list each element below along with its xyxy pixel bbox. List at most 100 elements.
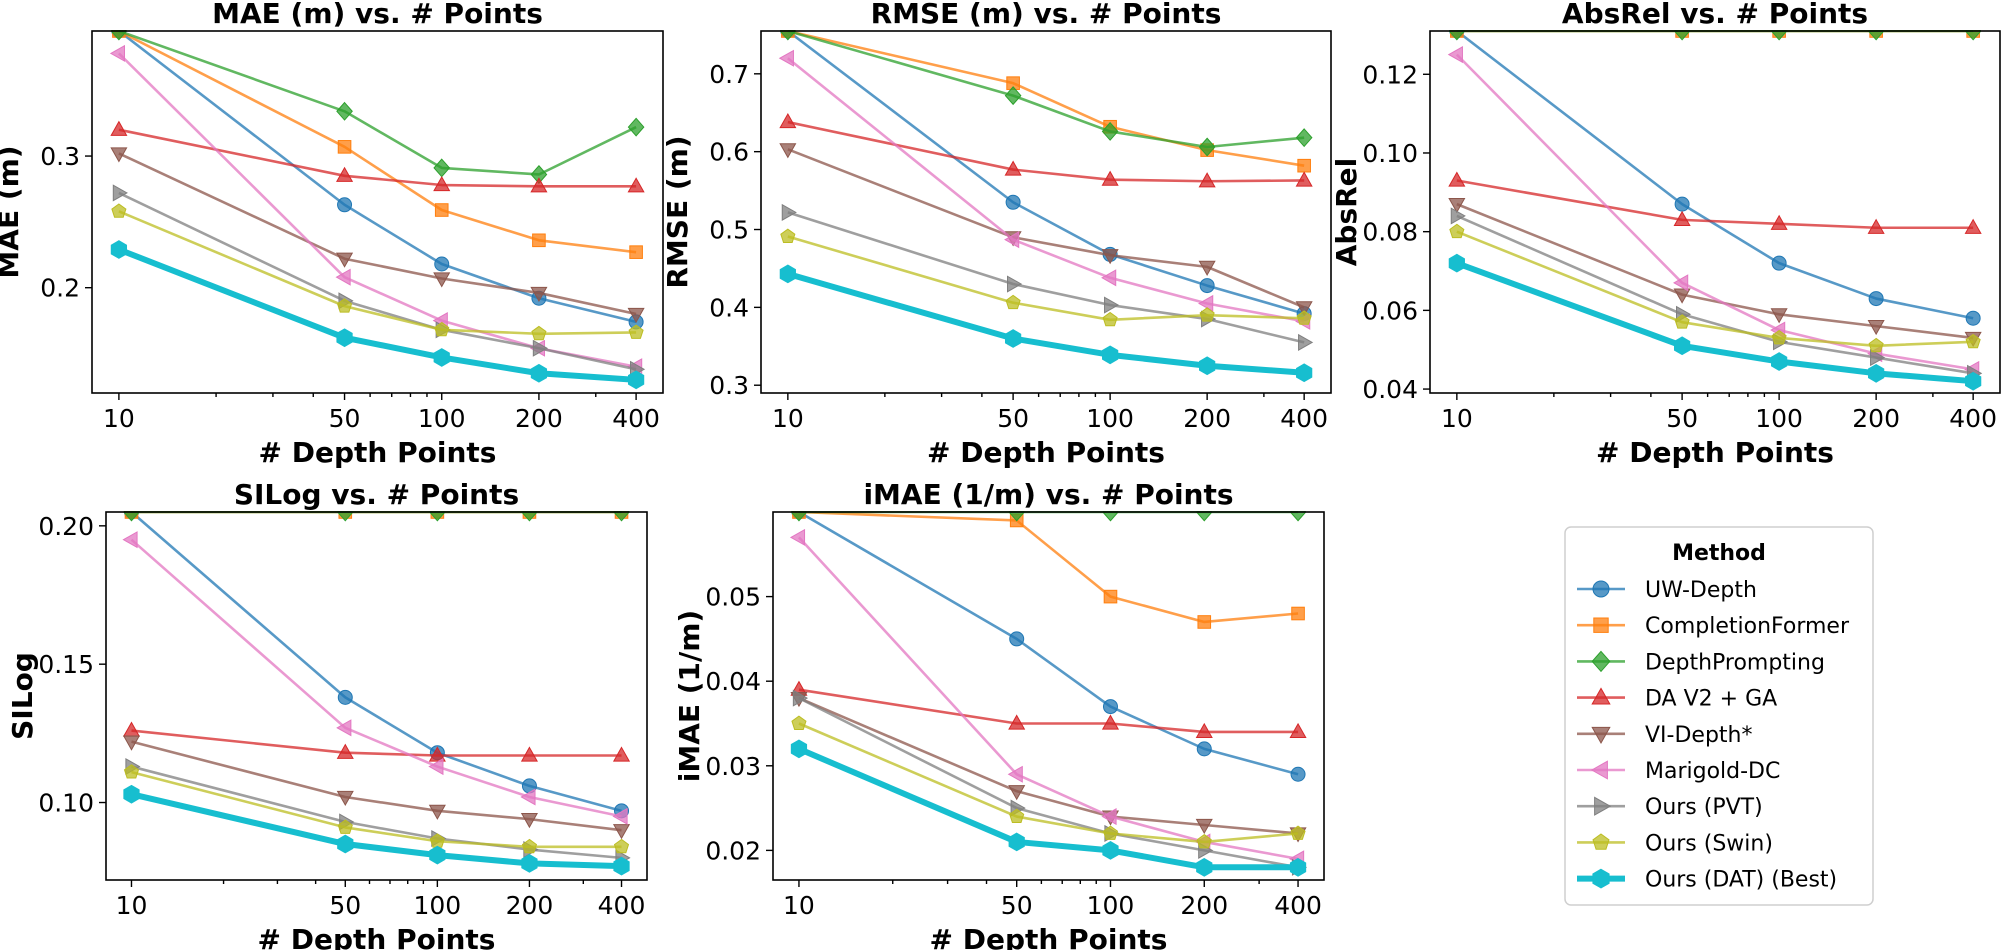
- legend-label: Marigold-DC: [1645, 759, 1780, 784]
- data-point: [520, 813, 538, 829]
- data-point: [612, 746, 631, 762]
- data-point: [1199, 307, 1215, 322]
- data-point: [110, 147, 128, 163]
- data-point: [434, 321, 450, 337]
- y-tick-label: 0.15: [38, 650, 94, 679]
- data-point: [1195, 818, 1213, 835]
- x-tick-label: 50: [329, 891, 361, 920]
- series-ours-dat-best: [779, 264, 1313, 383]
- data-point: [1101, 269, 1117, 287]
- data-point: [1448, 30, 1466, 41]
- data-point: [1674, 314, 1690, 329]
- data-point: [433, 175, 451, 192]
- series-line: [1455, 260, 1974, 385]
- y-tick-label: 0.10: [1362, 139, 1418, 168]
- y-axis-label: AbsRel: [1330, 158, 1363, 267]
- x-tick-label: 10: [772, 404, 804, 433]
- data-point: [1965, 310, 1981, 326]
- series-vi-depth: [122, 735, 631, 840]
- data-point: [613, 511, 630, 522]
- y-tick-label: 0.10: [38, 789, 94, 818]
- plot-area: [789, 511, 1308, 877]
- series-ours-swin: [111, 203, 644, 341]
- data-point: [1007, 765, 1023, 783]
- series-depthprompting: [779, 30, 1313, 157]
- data-point: [1770, 30, 1788, 41]
- x-tick-label: 400: [598, 891, 646, 920]
- data-point: [337, 819, 353, 834]
- legend: Method UW-Depth CompletionFormer DepthPromp…: [1564, 526, 1874, 906]
- data-point: [1771, 352, 1788, 371]
- legend-marker: [1594, 796, 1612, 816]
- data-point: [779, 143, 797, 159]
- series-ours-dat-best: [123, 784, 630, 876]
- data-point: [792, 689, 809, 707]
- data-point: [1674, 196, 1690, 212]
- y-axis-label: iMAE (1/m): [673, 610, 706, 782]
- data-point: [1101, 807, 1117, 826]
- data-point: [1196, 741, 1212, 757]
- data-point: [791, 715, 807, 730]
- data-point: [613, 838, 630, 854]
- data-point: [1199, 356, 1216, 376]
- x-tick-label: 200: [1180, 891, 1228, 920]
- data-point: [1296, 310, 1312, 325]
- series-line: [798, 696, 1299, 835]
- legend-marker: [1591, 650, 1611, 673]
- series-line: [118, 128, 637, 188]
- data-point: [1964, 30, 1982, 41]
- data-point: [530, 363, 548, 383]
- data-point: [1290, 825, 1306, 840]
- chart-title: RMSE (m) vs. # Points: [871, 0, 1222, 30]
- data-point: [123, 764, 140, 779]
- legend-entry-depthprompting: DepthPrompting: [1577, 650, 1825, 675]
- y-tick-label: 0.04: [705, 667, 761, 696]
- data-point: [530, 177, 548, 193]
- data-point: [336, 719, 352, 737]
- data-point: [1289, 511, 1307, 522]
- legend-entry-da-v2-ga: DA V2 + GA: [1577, 687, 1777, 712]
- data-point: [790, 511, 808, 522]
- data-point: [336, 101, 353, 121]
- y-axis-label: MAE (m): [0, 145, 25, 278]
- data-point: [629, 245, 643, 259]
- series-line: [798, 511, 1299, 624]
- data-point: [1673, 336, 1691, 356]
- data-point: [1197, 615, 1212, 629]
- data-point: [1447, 46, 1463, 64]
- data-point: [521, 511, 538, 522]
- series-depthprompting: [110, 30, 645, 184]
- data-point: [1198, 137, 1216, 157]
- data-point: [1771, 255, 1787, 271]
- data-point: [1868, 363, 1885, 383]
- y-tick-label: 0.02: [705, 836, 761, 865]
- series-ours-swin: [1449, 223, 1981, 353]
- data-point: [109, 44, 125, 62]
- data-point: [336, 790, 354, 807]
- data-point: [1008, 511, 1026, 522]
- legend-label: DA V2 + GA: [1645, 687, 1777, 712]
- series-line: [117, 52, 637, 368]
- series-vi-depth: [790, 692, 1307, 843]
- data-point: [1770, 308, 1788, 324]
- x-tick-label: 200: [1852, 404, 1900, 433]
- axes-frame: [772, 511, 1325, 881]
- y-tick-label: 0.5: [709, 216, 749, 245]
- y-tick-label: 0.2: [40, 274, 80, 303]
- data-point: [336, 743, 354, 759]
- data-point: [1289, 722, 1307, 739]
- legend-entry-vi-depth: VI-Depth*: [1577, 723, 1753, 748]
- data-point: [613, 856, 630, 876]
- series-da-v2-ga: [122, 721, 631, 762]
- legend-marker: [1591, 726, 1611, 745]
- data-point: [1102, 825, 1119, 840]
- data-point: [1965, 333, 1981, 349]
- x-tick-label: 10: [783, 891, 815, 920]
- data-point: [112, 184, 128, 202]
- data-point: [779, 113, 797, 129]
- data-point: [335, 166, 354, 182]
- data-point: [123, 511, 140, 522]
- data-point: [1104, 296, 1120, 314]
- data-point: [335, 252, 354, 268]
- series-line: [1456, 30, 1974, 320]
